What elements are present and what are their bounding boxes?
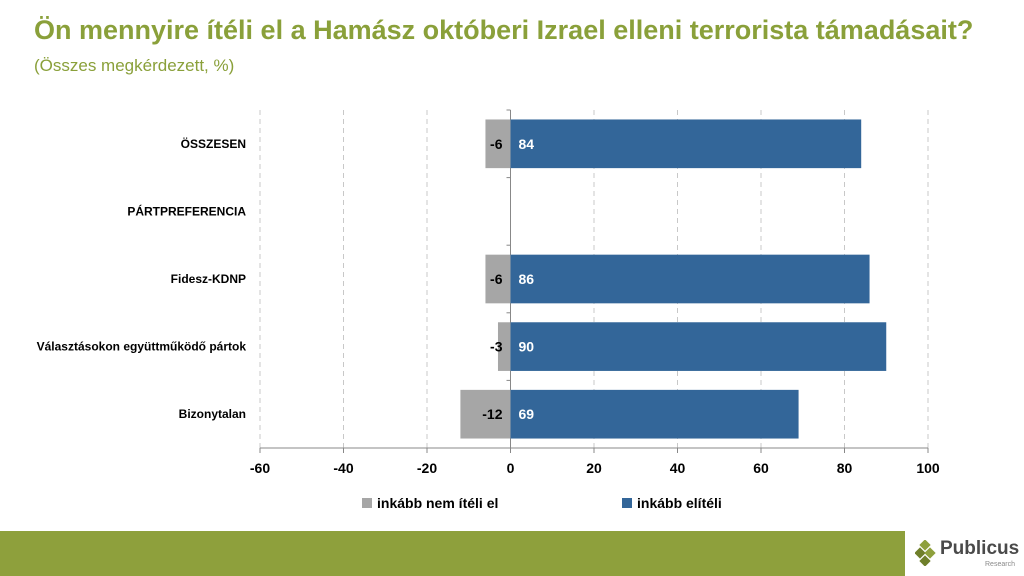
data-label-positive: 86 xyxy=(519,271,535,287)
data-label-positive: 90 xyxy=(519,339,535,355)
bar-positive xyxy=(510,119,862,169)
logo-tagline: Research xyxy=(985,561,1015,568)
bar-negative xyxy=(485,119,511,169)
legend-label: inkább elítéli xyxy=(637,495,722,511)
x-tick-label: 100 xyxy=(916,460,940,476)
data-label-negative: -6 xyxy=(490,136,503,152)
brand-logo: Publicus Research xyxy=(905,530,1024,576)
data-label-positive: 84 xyxy=(519,136,535,152)
legend-swatch xyxy=(622,498,632,508)
bar-positive xyxy=(510,254,870,304)
bar-positive xyxy=(510,389,799,439)
x-tick-label: -40 xyxy=(333,460,353,476)
category-label: Fidesz-KDNP xyxy=(171,272,246,286)
bar-negative xyxy=(460,389,511,439)
chart-title-main: Ön mennyire ítéli el a Hamász októberi I… xyxy=(34,15,974,45)
legend-swatch xyxy=(362,498,372,508)
chart-subtitle: (Összes megkérdezett, %) xyxy=(34,56,235,75)
category-label: Bizonytalan xyxy=(179,407,246,421)
chart-title: Ön mennyire ítéli el a Hamász októberi I… xyxy=(34,14,994,82)
logo-name: Publicus xyxy=(940,538,1020,559)
bar-negative xyxy=(497,322,511,371)
x-tick-label: -20 xyxy=(417,460,437,476)
data-label-negative: -3 xyxy=(490,339,503,355)
x-tick-label: 20 xyxy=(586,460,602,476)
bar-negative xyxy=(485,254,511,304)
bar-positive xyxy=(510,322,887,371)
category-label: Választásokon együttműködő pártok xyxy=(37,340,247,354)
category-label: ÖSSZESEN xyxy=(181,136,246,151)
data-label-negative: -12 xyxy=(482,406,502,422)
category-label: PÁRTPREFERENCIA xyxy=(127,203,246,218)
x-tick-label: 40 xyxy=(670,460,686,476)
footer-band xyxy=(0,531,1024,576)
data-label-positive: 69 xyxy=(519,406,535,422)
bar-chart: -60 -40 -20 0 20 40 60 80 100 ÖSSZESEN -6 84 PÁRTPRE… xyxy=(37,109,940,511)
x-tick-label: 80 xyxy=(837,460,853,476)
publicus-logo-icon xyxy=(915,540,936,566)
x-tick-label: -60 xyxy=(250,460,270,476)
x-tick-label: 60 xyxy=(753,460,769,476)
legend-label: inkább nem ítéli el xyxy=(377,495,498,511)
x-tick-label: 0 xyxy=(507,460,515,476)
data-label-negative: -6 xyxy=(490,271,503,287)
